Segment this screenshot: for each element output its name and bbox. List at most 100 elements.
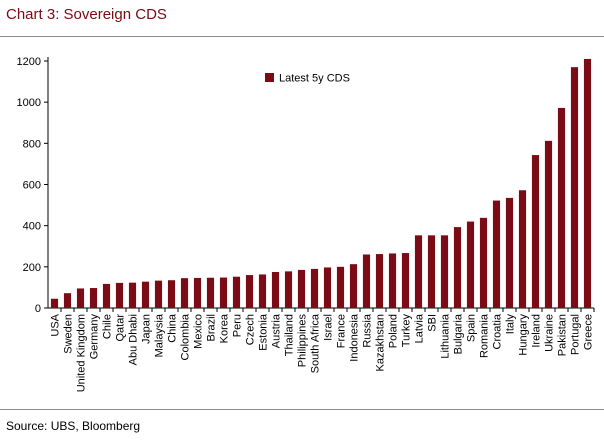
- chart-bars: [50, 58, 592, 309]
- bar: [219, 277, 228, 308]
- x-tick-label: Colombia: [180, 313, 192, 360]
- bar: [245, 275, 254, 308]
- bar: [544, 140, 553, 308]
- x-tick-label: Bulgaria: [453, 313, 465, 354]
- bar: [206, 277, 215, 308]
- bar: [427, 235, 436, 308]
- bar: [297, 269, 306, 308]
- bar: [271, 271, 280, 308]
- x-tick-label: Japan: [141, 314, 153, 344]
- x-tick-label: SBI: [427, 314, 439, 332]
- chart-title: Chart 3: Sovereign CDS: [6, 6, 167, 23]
- chart-axes: 0 200 400 600 800 1000 1200 USA Sweden United Kin…: [17, 56, 595, 392]
- bar: [336, 266, 345, 308]
- bar: [401, 253, 410, 308]
- bar: [349, 264, 358, 308]
- bar: [180, 278, 189, 308]
- x-tick-label: Pakistan: [557, 314, 569, 356]
- x-tick-label: Austria: [271, 313, 283, 348]
- x-tick-label: Hungary: [518, 314, 530, 356]
- x-tick-label: Indonesia: [349, 313, 361, 362]
- x-tick-label: Philippines: [297, 314, 309, 368]
- bar: [76, 288, 85, 308]
- y-tick-label: 400: [23, 221, 41, 233]
- bar: [258, 274, 267, 308]
- x-tick-label: Sweden: [63, 314, 75, 354]
- bar: [193, 277, 202, 308]
- x-tick-label: Italy: [505, 314, 517, 335]
- x-tick-label: Peru: [232, 314, 244, 337]
- bar: [557, 107, 566, 309]
- bar: [63, 293, 72, 308]
- x-tick-label: Qatar: [115, 314, 127, 342]
- y-tick-label: 1000: [17, 97, 41, 109]
- x-tick-label: Estonia: [258, 313, 270, 351]
- bar: [440, 235, 449, 308]
- bar: [323, 267, 332, 308]
- x-tick-label: United Kingdom: [76, 314, 88, 392]
- y-tick-label: 600: [23, 180, 41, 192]
- title-divider: [0, 36, 604, 37]
- y-tick-label: 0: [35, 303, 41, 315]
- bar: [141, 281, 150, 308]
- x-tick-label: Brazil: [206, 314, 218, 342]
- bar: [128, 282, 137, 308]
- legend-swatch: [265, 73, 274, 82]
- sovereign-cds-chart: 0 200 400 600 800 1000 1200 USA Sweden United Kin…: [17, 56, 595, 392]
- x-tick-label: Poland: [388, 314, 400, 348]
- x-tick-label: Chile: [102, 314, 114, 339]
- source-note: Source: UBS, Bloomberg: [6, 419, 141, 433]
- x-tick-label: Turkey: [401, 314, 413, 348]
- x-tick-label: Ireland: [531, 314, 543, 348]
- bar: [232, 276, 241, 308]
- bar: [284, 271, 293, 308]
- x-tick-label: Germany: [89, 314, 101, 360]
- x-tick-label: Latvia: [414, 313, 426, 343]
- bar: [453, 227, 462, 308]
- x-tick-label: Korea: [219, 313, 231, 343]
- x-tick-label: France: [336, 314, 348, 348]
- bar: [583, 58, 592, 308]
- bar: [375, 254, 384, 308]
- bar: [89, 288, 98, 308]
- chart-legend: Latest 5y CDS: [265, 73, 350, 85]
- bar: [310, 268, 319, 308]
- bar: [570, 67, 579, 308]
- bar: [531, 155, 540, 308]
- x-tick-label: Spain: [466, 314, 478, 342]
- x-tick-label: Czech: [245, 314, 257, 345]
- bar: [50, 298, 59, 308]
- x-tick-label: Romania: [479, 313, 491, 358]
- x-tick-label: Greece: [583, 314, 595, 350]
- x-tick-label: Croatia: [492, 313, 504, 349]
- x-tick-label: Thailand: [284, 314, 296, 356]
- bar: [388, 253, 397, 308]
- bar: [505, 197, 514, 308]
- x-tick-label: Israel: [323, 314, 335, 341]
- bar: [102, 283, 111, 308]
- x-tick-label: Mexico: [193, 314, 205, 349]
- bar: [466, 221, 475, 308]
- footer-divider: [0, 409, 604, 410]
- x-tick-label: Portugal: [570, 314, 582, 355]
- x-tick-label: Ukraine: [544, 314, 556, 352]
- x-tick-label: Russia: [362, 313, 374, 348]
- x-tick-label: Malaysia: [154, 313, 166, 357]
- x-tick-label: Lithuania: [440, 313, 452, 359]
- x-tick-label: China: [167, 313, 179, 343]
- bar: [167, 280, 176, 308]
- bar: [492, 200, 501, 308]
- x-tick-label: Abu Dhabi: [128, 314, 140, 365]
- bar: [115, 282, 124, 308]
- x-tick-label: USA: [50, 313, 62, 336]
- y-tick-label: 200: [23, 262, 41, 274]
- y-tick-label: 800: [23, 138, 41, 150]
- bar: [518, 190, 527, 308]
- x-tick-label: Kazakhstan: [375, 314, 387, 371]
- legend-label: Latest 5y CDS: [279, 73, 350, 85]
- bar: [414, 235, 423, 308]
- bar: [362, 254, 371, 308]
- y-tick-label: 1200: [17, 56, 41, 68]
- bar: [479, 217, 488, 308]
- bar: [154, 280, 163, 308]
